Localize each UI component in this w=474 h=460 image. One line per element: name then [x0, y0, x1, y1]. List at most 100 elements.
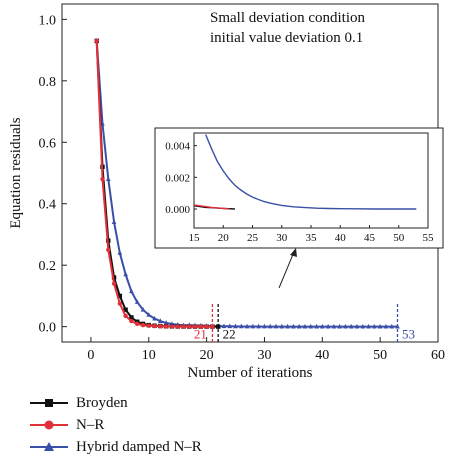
legend: Broyden N–R Hybrid damped N–R — [30, 392, 202, 458]
data-point-hybrid — [372, 323, 377, 329]
x-tick-label: 40 — [315, 348, 329, 363]
legend-swatch-nr — [30, 419, 68, 431]
data-point-hybrid — [343, 323, 348, 329]
x-tick-label: 50 — [373, 348, 387, 363]
y-tick-label: 0.2 — [39, 259, 57, 274]
data-point-nr — [94, 38, 99, 44]
data-point-hybrid — [262, 323, 267, 329]
data-point-nr — [158, 324, 163, 329]
data-point-hybrid — [331, 323, 337, 329]
data-point-broyden — [117, 293, 123, 299]
data-point-hybrid — [267, 323, 273, 329]
x-tick-label: 0 — [87, 348, 94, 363]
legend-item-broyden: Broyden — [30, 392, 202, 414]
inset-x-tick-label: 35 — [306, 232, 318, 244]
data-point-nr — [192, 324, 198, 329]
data-point-hybrid — [221, 323, 227, 329]
legend-item-hybrid: Hybrid damped N–R — [30, 436, 202, 458]
legend-item-nr: N–R — [30, 414, 202, 436]
data-point-nr — [117, 301, 123, 306]
data-point-hybrid — [129, 288, 134, 294]
data-point-hybrid — [163, 320, 169, 325]
inset-x-tick-label: 45 — [364, 232, 376, 244]
data-point-hybrid — [146, 312, 152, 317]
data-point-hybrid — [325, 323, 331, 329]
data-point-nr — [123, 313, 128, 319]
data-point-hybrid — [302, 323, 308, 329]
data-point-nr — [187, 324, 192, 329]
data-point-hybrid — [239, 323, 244, 329]
data-point-nr — [163, 324, 169, 329]
y-tick-label: 0.8 — [39, 75, 57, 90]
inset-y-tick-label: 0.000 — [165, 204, 190, 216]
data-point-hybrid — [227, 323, 233, 329]
data-point-nr — [135, 321, 140, 327]
iteration-marker-label: 53 — [402, 326, 415, 341]
data-point-hybrid — [279, 323, 285, 329]
y-tick-label: 0.4 — [39, 198, 57, 213]
x-tick-label: 20 — [200, 348, 214, 363]
data-point-nr — [181, 324, 186, 329]
inset-series-line-nr — [193, 204, 230, 210]
data-point-nr — [100, 176, 105, 182]
data-point-hybrid — [377, 323, 383, 329]
inset-y-tick-label: 0.002 — [165, 172, 190, 184]
data-point-hybrid — [354, 323, 360, 329]
data-point-hybrid — [337, 323, 342, 329]
inset-x-tick-label: 25 — [247, 232, 259, 244]
data-point-hybrid — [123, 271, 128, 277]
y-tick-label: 1.0 — [39, 13, 57, 28]
inset-frame — [154, 127, 444, 249]
legend-label-hybrid: Hybrid damped N–R — [76, 438, 202, 455]
inset-arrow-line — [278, 251, 295, 289]
inset-arrow-head — [290, 248, 297, 257]
data-point-hybrid — [111, 219, 117, 225]
inset-x-tick-label: 50 — [393, 232, 405, 244]
data-point-nr — [152, 323, 157, 329]
x-tick-label: 30 — [257, 348, 271, 363]
data-point-hybrid — [250, 323, 256, 329]
data-point-nr — [204, 324, 209, 329]
inset-x-tick-label: 55 — [423, 232, 435, 244]
data-point-nr — [198, 324, 204, 329]
data-point-hybrid — [389, 323, 395, 329]
data-point-hybrid — [383, 323, 389, 329]
data-point-hybrid — [314, 323, 319, 329]
legend-swatch-broyden — [30, 397, 68, 409]
data-point-hybrid — [320, 323, 325, 329]
data-point-nr — [106, 247, 111, 253]
data-point-nr — [129, 318, 134, 324]
data-point-broyden — [129, 315, 134, 320]
inset-x-tick-label: 15 — [189, 232, 201, 244]
data-point-nr — [169, 324, 175, 329]
inset-y-tick-label: 0.004 — [165, 141, 190, 153]
data-point-hybrid — [348, 323, 354, 329]
data-point-nr — [140, 322, 146, 328]
annotation-line-2: initial value deviation 0.1 — [210, 30, 364, 46]
data-point-hybrid — [360, 323, 366, 329]
data-point-hybrid — [296, 323, 302, 329]
inset-x-tick-label: 40 — [335, 232, 347, 244]
x-axis-label: Number of iterations — [188, 365, 313, 381]
data-point-hybrid — [285, 323, 290, 329]
data-point-nr — [146, 323, 151, 328]
data-point-hybrid — [152, 315, 157, 321]
data-point-hybrid — [134, 299, 140, 304]
annotation-line-1: Small deviation condition — [210, 10, 365, 26]
data-point-nr — [175, 324, 180, 329]
y-tick-label: 0.6 — [39, 136, 57, 151]
y-axis-label: Equation residuals — [8, 117, 24, 228]
data-point-hybrid — [244, 323, 250, 329]
legend-label-nr: N–R — [76, 416, 105, 433]
data-point-hybrid — [117, 250, 123, 255]
legend-label-broyden: Broyden — [76, 394, 128, 411]
iteration-marker-label: 21 — [194, 326, 207, 341]
data-point-hybrid — [308, 323, 314, 329]
data-point-hybrid — [140, 306, 146, 312]
data-point-hybrid — [158, 318, 163, 323]
data-point-hybrid — [105, 176, 111, 181]
data-point-nr — [111, 281, 117, 286]
inset-series-line-hybrid — [205, 134, 417, 210]
data-point-hybrid — [256, 323, 261, 329]
